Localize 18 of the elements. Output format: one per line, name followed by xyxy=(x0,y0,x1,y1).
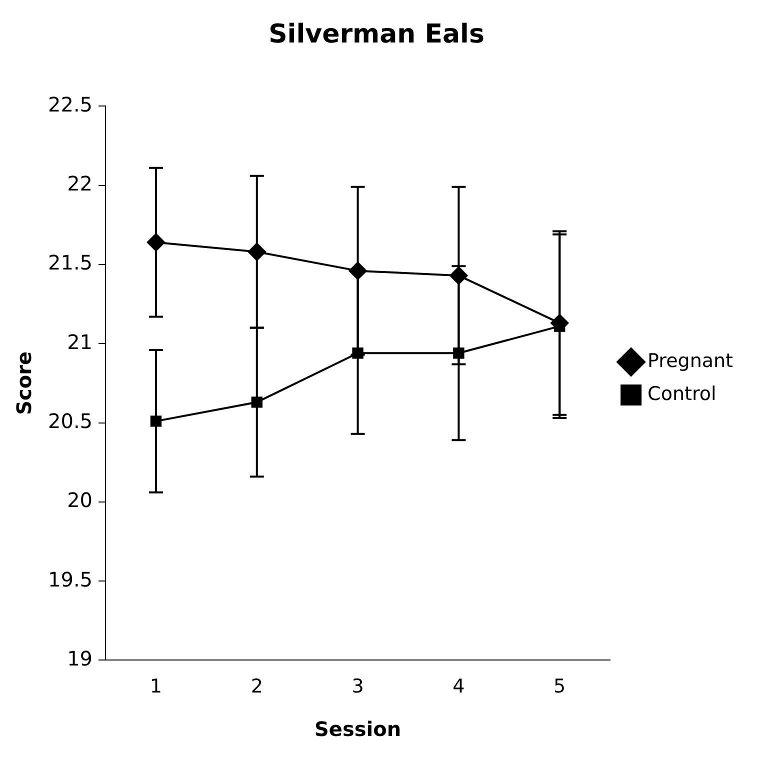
legend-label: Pregnant xyxy=(648,350,734,372)
y-tick-label: 22 xyxy=(67,172,93,196)
x-tick-label: 1 xyxy=(150,676,162,698)
x-axis-title: Session xyxy=(314,717,402,742)
x-tick-label: 2 xyxy=(250,676,263,698)
x-tick-label: 3 xyxy=(352,676,364,698)
y-tick-label: 21.5 xyxy=(48,250,93,275)
x-tick-label: 5 xyxy=(554,676,566,698)
x-tick-label: 4 xyxy=(452,676,465,698)
y-tick-label: 20.5 xyxy=(48,408,93,433)
y-tick-label: 19 xyxy=(67,646,93,670)
legend-label: Control xyxy=(648,382,716,405)
y-tick-label: 21 xyxy=(67,330,93,354)
y-tick-label: 20 xyxy=(67,488,93,512)
chart-title: Silverman Eals xyxy=(268,19,484,50)
y-tick-label: 22.5 xyxy=(48,92,93,116)
y-axis-title: Score xyxy=(12,351,36,415)
y-tick-label: 19.5 xyxy=(48,567,93,592)
